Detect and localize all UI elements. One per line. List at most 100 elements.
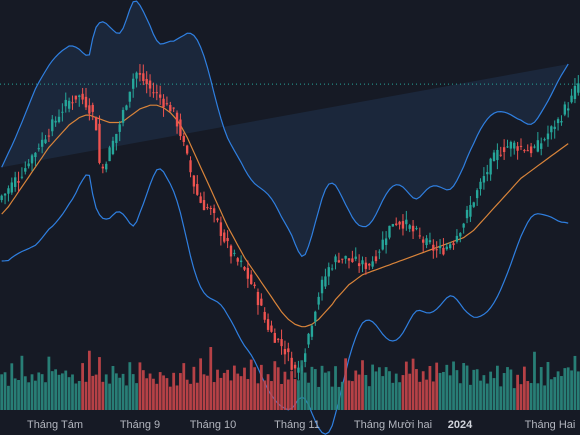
candle <box>71 95 74 110</box>
volume-bar <box>283 371 287 410</box>
candle <box>105 161 108 173</box>
candle <box>502 139 506 160</box>
volume-bar <box>485 383 489 410</box>
candle <box>266 313 270 333</box>
volume-bar <box>327 371 331 410</box>
candle-body <box>425 238 428 246</box>
volume-bar <box>428 366 432 410</box>
volume-bar <box>556 371 560 410</box>
candle-body <box>374 256 378 262</box>
candle <box>519 138 523 151</box>
volume-bar <box>286 379 290 410</box>
candle <box>540 137 543 156</box>
volume-bar <box>47 356 51 410</box>
volume-bar <box>384 367 388 410</box>
candle <box>398 220 401 230</box>
candle <box>24 161 27 175</box>
candle-body <box>277 338 280 340</box>
volume-bar <box>529 383 533 410</box>
volume-bar <box>374 371 378 410</box>
candle <box>118 121 121 142</box>
candle-body <box>472 202 475 207</box>
volume-bar <box>337 386 341 410</box>
upper-band-line <box>1 0 569 258</box>
volume-bar <box>118 377 122 410</box>
volume-bar <box>482 375 486 410</box>
candle <box>138 64 142 82</box>
candle <box>529 142 533 158</box>
volume-bar <box>209 347 213 410</box>
volume-bar <box>442 371 445 410</box>
candle-body <box>94 117 98 131</box>
candle <box>347 258 351 269</box>
candle-body <box>307 333 310 345</box>
volume-bar <box>239 376 243 410</box>
candle-body <box>158 94 162 98</box>
volume-bar <box>27 382 31 410</box>
candle <box>189 156 192 178</box>
candle-body <box>408 225 411 229</box>
candle <box>408 223 411 233</box>
volume-bar <box>195 382 199 410</box>
candle-body <box>577 83 580 93</box>
candle <box>172 107 175 113</box>
candle <box>125 104 128 111</box>
candle-body <box>303 353 307 362</box>
candle-body <box>401 221 405 229</box>
volume-bar <box>431 381 435 410</box>
volume-bar <box>256 383 260 410</box>
candle-body <box>499 154 502 156</box>
candle <box>287 342 290 362</box>
volume-bar <box>334 366 337 410</box>
candle <box>351 250 354 263</box>
candle <box>44 134 47 145</box>
candle <box>344 255 347 264</box>
volume-bar <box>401 375 405 410</box>
x-axis-label: Tháng Tám <box>27 419 83 431</box>
candle <box>293 361 297 378</box>
candle-body <box>142 73 145 81</box>
candle-body <box>573 85 577 99</box>
candle-body <box>509 141 513 149</box>
volume-bar <box>340 381 344 410</box>
candle <box>280 329 283 355</box>
candle <box>472 201 475 209</box>
volume-bar <box>576 371 580 410</box>
candle <box>310 324 314 341</box>
candle <box>479 178 482 196</box>
candle-body <box>229 245 233 257</box>
candle <box>560 115 563 126</box>
candle-body <box>550 126 553 133</box>
candle <box>30 153 34 172</box>
volume-bar <box>13 378 17 410</box>
volume-bar <box>145 378 149 410</box>
volume-bar <box>350 381 354 410</box>
candle-body <box>216 218 219 221</box>
candle <box>40 132 44 154</box>
volume-bar <box>553 377 557 410</box>
volume-bar <box>54 369 58 410</box>
volume-bar <box>276 367 280 410</box>
candle-body <box>438 245 442 249</box>
candle <box>273 328 277 343</box>
candle-body <box>432 244 435 251</box>
volume-bar <box>560 376 563 410</box>
volume-bar <box>60 373 64 410</box>
candle-body <box>536 140 540 152</box>
candle <box>246 260 250 288</box>
volume-bar <box>324 372 327 410</box>
candle <box>263 307 266 323</box>
candle <box>570 88 573 104</box>
volume-bar <box>539 367 543 410</box>
volume-bar <box>246 379 250 410</box>
candle-body <box>297 367 300 373</box>
candle-body <box>381 239 384 250</box>
candle <box>98 115 101 165</box>
volume-bar <box>307 382 310 410</box>
candle-body <box>341 258 344 260</box>
x-axis: Tháng Tám Tháng 9 Tháng 10 Tháng 11 Tháng Mư… <box>27 419 575 431</box>
volume-bar <box>445 364 449 410</box>
candle <box>135 71 138 88</box>
candle-body <box>364 262 368 269</box>
